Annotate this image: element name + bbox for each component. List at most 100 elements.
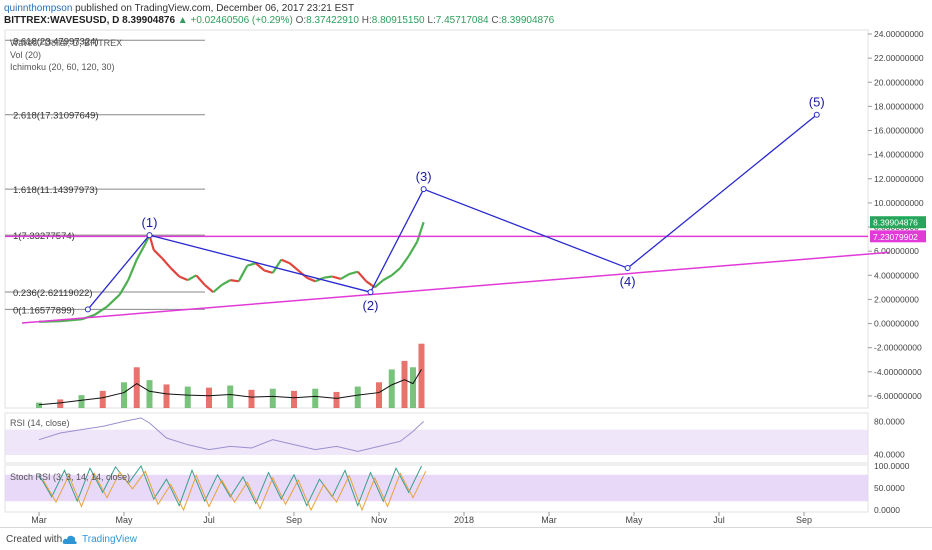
price-candle-segment <box>399 255 410 269</box>
price-axis-tick-label: 2.00000000 <box>874 294 919 304</box>
time-axis-label: Jul <box>203 515 215 525</box>
elliott-wave-point <box>420 186 427 193</box>
volume-bar <box>401 360 408 408</box>
time-axis-label: Mar <box>31 515 47 525</box>
price-candle-segment <box>246 262 257 267</box>
elliott-wave-point <box>813 111 820 118</box>
price-candle-segment <box>161 257 172 269</box>
price-badge-label: 7.23079902 <box>873 232 918 242</box>
price-axis-tick-label: -6.00000000 <box>874 391 922 401</box>
price-axis-tick-label: 18.00000000 <box>874 101 924 111</box>
price-axis-tick-label: 0.00000000 <box>874 319 919 329</box>
chart-canvas[interactable]: 24.00000000 22.00000000 20.00000000 18.0000… <box>0 0 932 527</box>
price-candle-segment <box>60 318 82 323</box>
price-axis-tick-label: 10.00000000 <box>874 198 924 208</box>
series-title[interactable]: Waves / Dollar, D, BITTREX <box>10 38 123 48</box>
price-candle-segment <box>391 267 401 277</box>
price-candle-segment <box>340 273 350 280</box>
price-pane-frame <box>4 29 869 409</box>
price-axis-tick-label: 6.00000000 <box>874 246 919 256</box>
volume-bar <box>333 391 340 408</box>
volume-bar <box>376 382 382 408</box>
volume-bar <box>269 388 276 408</box>
stoch-axis-tick-label: 100.0000 <box>874 461 910 471</box>
price-badge-label: 8.39904876 <box>873 218 918 228</box>
price-candle-segment <box>331 275 342 280</box>
price-candle-segment <box>127 259 138 281</box>
price-candle-segment <box>289 262 299 272</box>
elliott-wave-path <box>87 114 818 310</box>
ichimoku-indicator-label[interactable]: Ichimoku (20, 60, 120, 30) <box>10 62 115 72</box>
stoch-k-line <box>38 464 422 508</box>
high-value: 8.80915150 <box>371 15 425 26</box>
price-candle-segment <box>230 279 239 283</box>
volume-bar <box>121 382 127 408</box>
price-candle-segment <box>204 284 214 294</box>
elliott-wave-label: (3) <box>416 169 432 184</box>
low-value: 7.45717084 <box>435 15 489 26</box>
price-candle-segment <box>195 274 206 286</box>
elliott-wave-label: (4) <box>620 274 636 289</box>
price-candle-segment <box>152 249 164 260</box>
price-candle-segment <box>306 276 316 283</box>
price-axis-tick-label: 14.00000000 <box>874 150 924 160</box>
time-axis-label: Sep <box>796 515 812 525</box>
price-candle-segment <box>382 274 393 282</box>
symbol-label: BITTREX:WAVESUSD, D <box>4 15 120 26</box>
volume-bar <box>184 386 191 408</box>
change-value: +0.02460506 (+0.29%) <box>190 15 293 26</box>
rsi-line <box>38 417 424 452</box>
change-arrow-icon: ▲ <box>177 15 188 26</box>
price-candle-segment <box>178 275 189 282</box>
price-candle-segment <box>255 262 265 272</box>
volume-bar <box>99 390 106 408</box>
time-axis-label: May <box>115 515 133 525</box>
price-candle-segment <box>187 274 197 282</box>
created-with-text: Created with <box>6 534 63 545</box>
elliott-wave-label: (1) <box>142 215 158 230</box>
tradingview-cloud-icon <box>62 535 77 544</box>
price-candle-segment <box>271 259 283 274</box>
rsi-band <box>5 429 868 455</box>
volume-bar <box>206 387 212 408</box>
volume-indicator-label[interactable]: Vol (20) <box>10 50 42 60</box>
elliott-wave-point <box>624 265 631 272</box>
volume-bar <box>57 399 64 408</box>
price-candle-segment <box>106 293 121 308</box>
time-axis-label: Sep <box>286 515 302 525</box>
open-label: O: <box>295 15 307 26</box>
fib-level-label: 3.618(23.47997324) <box>13 36 99 47</box>
author-link[interactable]: quinnthompson <box>4 3 73 14</box>
volume-bar <box>78 395 85 408</box>
price-candle-segment <box>416 221 425 242</box>
stoch-rsi-indicator-label[interactable]: Stoch RSI (3, 3, 14, 14, close) <box>10 472 131 482</box>
volume-bar <box>410 367 416 408</box>
price-candle-segment <box>169 267 181 278</box>
price-candle-segment <box>118 279 130 296</box>
support-trendline <box>21 251 890 324</box>
volume-ma-line <box>38 369 422 406</box>
price-axis-tick-label: -2.00000000 <box>874 343 922 353</box>
close-value: 8.39904876 <box>501 15 555 26</box>
published-text: published on TradingView.com, December 0… <box>75 3 355 14</box>
fib-level-label: 0(1.16577899) <box>13 305 75 316</box>
volume-bar <box>163 384 170 408</box>
tradingview-brand[interactable]: TradingView <box>82 534 138 545</box>
volume-bar <box>133 367 140 408</box>
price-candle-segment <box>348 270 359 276</box>
price-candle-segment <box>263 269 274 274</box>
time-axis-label: 2018 <box>454 515 474 525</box>
price-candle-segment <box>356 270 368 283</box>
price-axis-tick-label: -4.00000000 <box>874 367 922 377</box>
volume-bar <box>312 388 319 408</box>
price-candle-segment <box>212 284 223 294</box>
volume-bar <box>418 343 425 408</box>
rsi-indicator-label[interactable]: RSI (14, close) <box>10 418 70 428</box>
publish-line: quinnthompson published on TradingView.c… <box>4 3 354 14</box>
price-axis-tick-label: 12.00000000 <box>874 174 924 184</box>
footer: Created with TradingView <box>0 527 932 550</box>
rsi-axis-tick-label: 40.0000 <box>874 450 905 460</box>
volume-bar <box>388 369 395 408</box>
volume-bar <box>36 402 42 408</box>
volume-bar <box>146 380 153 408</box>
